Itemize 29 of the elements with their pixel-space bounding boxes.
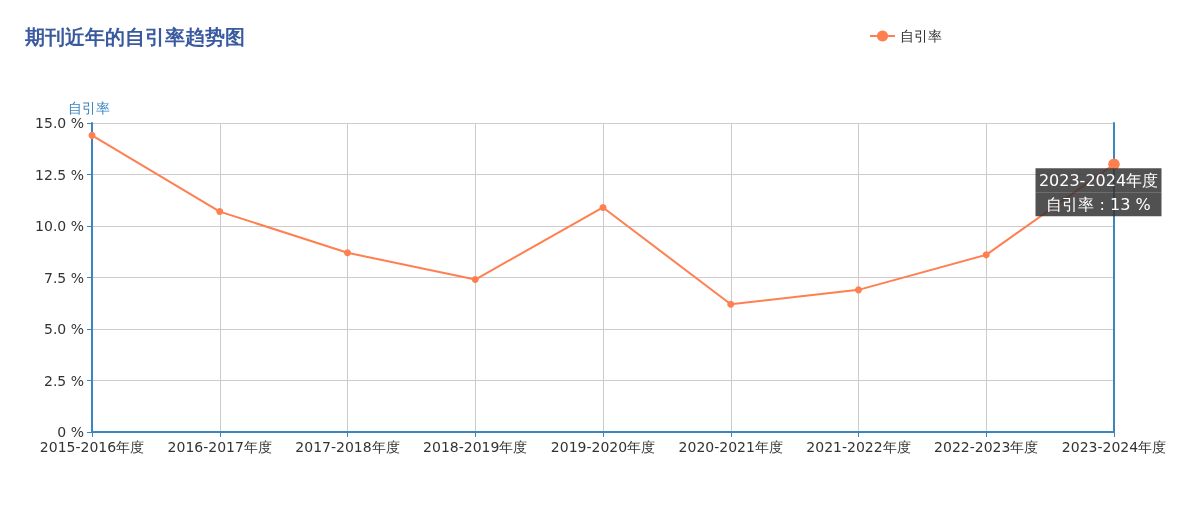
y-tick-label: 5.0 % [43, 321, 84, 337]
legend-label: 自引率 [900, 28, 942, 44]
point [982, 251, 990, 259]
y-tick-label: 2.5 % [43, 372, 84, 389]
x-tick-label: 2018-2019年度 [423, 439, 528, 455]
x-tick-label: 2020-2021年度 [678, 439, 783, 455]
x-tick-label: 2021-2022年度 [806, 439, 911, 455]
x-tick-label: 2015-2016年度 [39, 439, 145, 455]
x-tick-label: 2016-2017年度 [167, 439, 272, 455]
point [855, 286, 862, 294]
point [599, 203, 607, 211]
y-axis-title: 自引率 [68, 100, 110, 116]
y-tick-label: 7.5 % [43, 269, 84, 286]
x-tick-label: 2022-2023年度 [934, 439, 1039, 455]
annotation: 2023-2024年度 [1038, 170, 1159, 190]
point [727, 300, 735, 308]
x-tick-label: 2023-2024年度 [1061, 439, 1167, 455]
y-tick-label: 0 % [57, 424, 84, 440]
point [216, 208, 224, 216]
x-tick-label: 2019-2020年度 [550, 439, 656, 455]
x-tick-label: 2017-2018年度 [295, 439, 400, 455]
y-tick-label: 12.5 % [35, 166, 84, 183]
y-tick-label: 10.0 % [35, 218, 84, 234]
point [344, 249, 351, 257]
point [88, 131, 96, 139]
chart-title: 期刊近年的自引率趋势图 [24, 25, 245, 49]
y-tick-label: 15.0 % [35, 115, 84, 131]
annotation: 自引率 : 13 % [1046, 194, 1151, 214]
point [471, 276, 479, 284]
